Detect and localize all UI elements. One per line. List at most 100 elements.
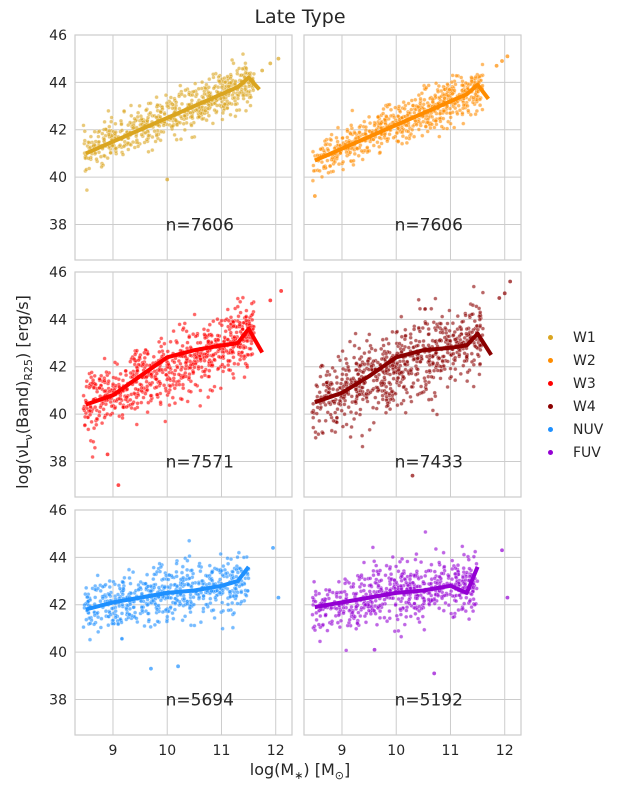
scatter-point bbox=[167, 573, 172, 578]
scatter-point bbox=[391, 376, 396, 381]
scatter-point bbox=[403, 114, 408, 119]
scatter-point bbox=[191, 595, 196, 600]
scatter-point bbox=[378, 150, 383, 155]
scatter-point bbox=[198, 351, 203, 356]
scatter-point bbox=[427, 362, 432, 367]
scatter-point bbox=[399, 634, 404, 639]
scatter-point bbox=[343, 581, 348, 586]
scatter-point bbox=[211, 86, 216, 91]
scatter-point bbox=[354, 361, 359, 366]
scatter-point bbox=[174, 340, 180, 345]
scatter-point bbox=[124, 373, 129, 378]
scatter-point bbox=[417, 584, 423, 589]
scatter-point bbox=[400, 141, 405, 146]
scatter-point bbox=[474, 561, 479, 566]
scatter-point bbox=[148, 101, 153, 106]
scatter-point bbox=[194, 92, 199, 97]
scatter-point bbox=[324, 373, 329, 378]
scatter-point bbox=[433, 328, 438, 333]
scatter-point bbox=[471, 95, 476, 100]
scatter-point bbox=[139, 385, 144, 390]
scatter-point bbox=[202, 91, 207, 97]
legend-item-fuv: FUV bbox=[548, 441, 603, 464]
scatter-point bbox=[86, 599, 91, 604]
scatter-point bbox=[434, 122, 439, 127]
scatter-point bbox=[204, 602, 209, 607]
scatter-point bbox=[335, 125, 341, 130]
scatter-point bbox=[220, 110, 225, 116]
scatter-point bbox=[341, 384, 346, 389]
y-tick-label: 42 bbox=[49, 598, 67, 614]
scatter-point bbox=[378, 568, 383, 573]
scatter-point bbox=[156, 585, 161, 590]
y-tick-label: 46 bbox=[49, 28, 67, 44]
scatter-point bbox=[448, 366, 453, 371]
scatter-point bbox=[128, 581, 133, 586]
scatter-point bbox=[244, 338, 250, 344]
scatter-point bbox=[379, 141, 384, 146]
scatter-point bbox=[179, 101, 185, 106]
scatter-point bbox=[130, 140, 136, 145]
scatter-point bbox=[330, 590, 335, 595]
scatter-point bbox=[127, 612, 132, 617]
scatter-point bbox=[134, 395, 139, 400]
scatter-point bbox=[172, 360, 177, 365]
scatter-point bbox=[382, 375, 387, 380]
scatter-point bbox=[196, 581, 201, 586]
scatter-point bbox=[206, 113, 211, 118]
scatter-point bbox=[331, 418, 336, 423]
scatter-point bbox=[321, 164, 327, 169]
scatter-point bbox=[145, 351, 150, 356]
scatter-point bbox=[134, 365, 139, 370]
scatter-point bbox=[206, 90, 211, 95]
scatter-point bbox=[312, 579, 317, 584]
scatter-point bbox=[232, 610, 237, 616]
scatter-point bbox=[188, 362, 193, 368]
scatter-point bbox=[246, 352, 251, 357]
scatter-point bbox=[417, 306, 423, 311]
scatter-point bbox=[357, 357, 362, 362]
scatter-point bbox=[325, 592, 330, 597]
scatter-point bbox=[109, 115, 114, 120]
scatter-point bbox=[413, 372, 418, 377]
scatter-point bbox=[148, 624, 153, 629]
scatter-point bbox=[370, 600, 375, 605]
scatter-point bbox=[122, 575, 127, 580]
scatter-point bbox=[408, 332, 413, 337]
scatter-point bbox=[344, 361, 349, 366]
scatter-point bbox=[216, 354, 221, 359]
scatter-point bbox=[217, 79, 222, 84]
scatter-point bbox=[449, 611, 454, 616]
scatter-point bbox=[243, 61, 248, 66]
scatter-point bbox=[402, 106, 407, 111]
scatter-point bbox=[388, 582, 393, 587]
scatter-point bbox=[226, 324, 231, 329]
scatter-point bbox=[421, 119, 426, 124]
scatter-point bbox=[440, 330, 445, 335]
scatter-point bbox=[319, 174, 325, 179]
scatter-point bbox=[157, 349, 162, 354]
scatter-point bbox=[96, 134, 101, 139]
scatter-point bbox=[212, 357, 217, 362]
scatter-point bbox=[336, 579, 341, 584]
scatter-point bbox=[210, 363, 215, 368]
scatter-point bbox=[372, 559, 377, 564]
scatter-point bbox=[325, 158, 330, 163]
scatter-point bbox=[448, 111, 453, 116]
scatter-point bbox=[178, 361, 183, 366]
scatter-point bbox=[349, 424, 354, 430]
scatter-point bbox=[133, 386, 138, 391]
scatter-point bbox=[95, 573, 100, 578]
scatter-point bbox=[139, 599, 144, 604]
scatter-point bbox=[231, 61, 236, 66]
scatter-point bbox=[164, 619, 169, 624]
scatter-point bbox=[457, 348, 462, 353]
scatter-point bbox=[129, 405, 134, 411]
scatter-point bbox=[137, 103, 142, 108]
scatter-point bbox=[160, 106, 165, 112]
scatter-point bbox=[461, 566, 466, 571]
scatter-point bbox=[441, 608, 446, 613]
scatter-point bbox=[359, 573, 364, 578]
scatter-point bbox=[153, 139, 158, 144]
scatter-point bbox=[473, 112, 478, 117]
